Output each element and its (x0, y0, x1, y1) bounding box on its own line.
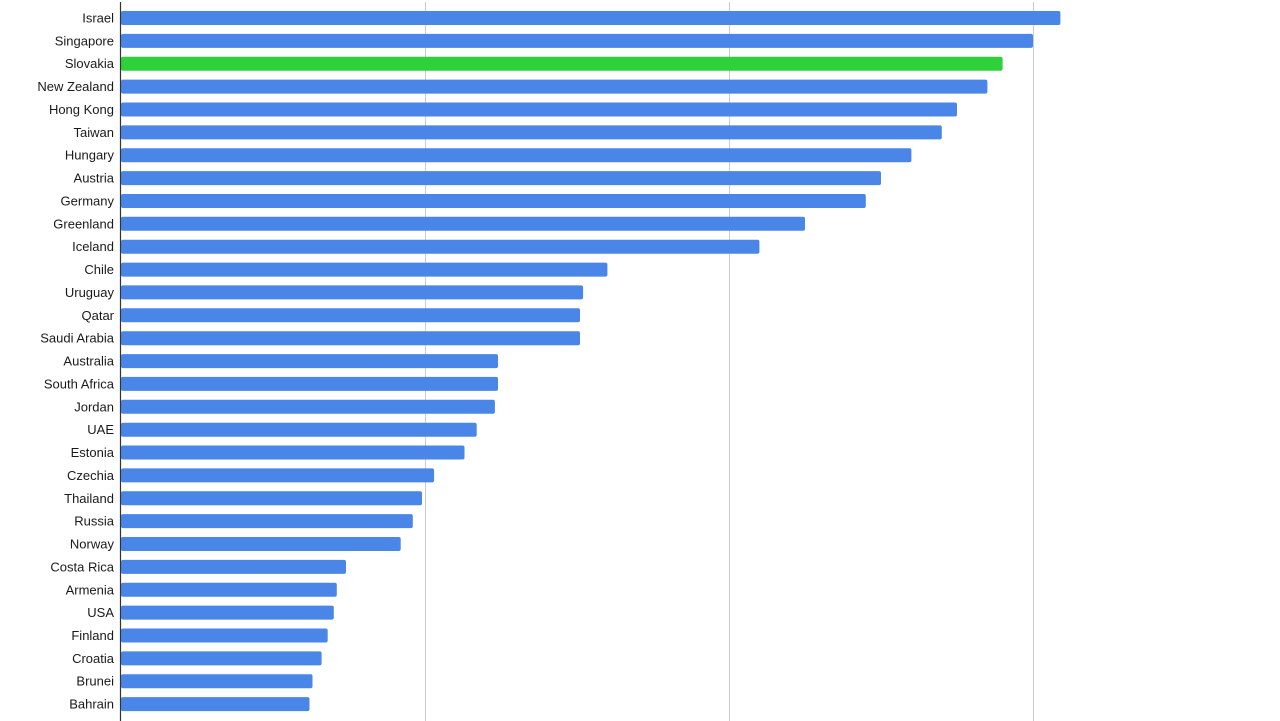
bar-uae (121, 422, 477, 437)
bar-czechia (121, 468, 435, 483)
category-label-norway: Norway (70, 537, 115, 552)
bar-australia (121, 354, 498, 369)
category-label-qatar: Qatar (81, 308, 114, 323)
bar-slovakia (121, 56, 1003, 71)
category-label-israel: Israel (82, 11, 114, 26)
bar-russia (121, 514, 413, 529)
category-label-russia: Russia (74, 514, 115, 529)
category-label-taiwan: Taiwan (74, 125, 114, 140)
category-label-brunei: Brunei (76, 674, 114, 689)
category-label-uae: UAE (87, 422, 114, 437)
category-label-iceland: Iceland (72, 239, 114, 254)
category-label-greenland: Greenland (53, 216, 114, 231)
bar-brunei (121, 674, 313, 689)
category-label-hong-kong: Hong Kong (49, 102, 114, 117)
bar-iceland (121, 239, 760, 254)
bar-finland (121, 628, 328, 643)
category-label-czechia: Czechia (67, 468, 115, 483)
category-label-singapore: Singapore (55, 33, 114, 48)
bar-jordan (121, 399, 495, 414)
bar-thailand (121, 491, 422, 506)
category-label-slovakia: Slovakia (65, 56, 115, 71)
bar-croatia (121, 651, 322, 666)
category-label-uruguay: Uruguay (65, 285, 115, 300)
category-label-thailand: Thailand (64, 491, 114, 506)
bar-qatar (121, 308, 580, 323)
bar-new-zealand (121, 79, 988, 94)
bar-hong-kong (121, 102, 957, 117)
category-label-saudi-arabia: Saudi Arabia (40, 331, 114, 346)
bar-uruguay (121, 285, 584, 300)
bar-estonia (121, 445, 465, 460)
bar-costa-rica (121, 559, 346, 574)
bar-bahrain (121, 697, 310, 712)
bar-usa (121, 605, 334, 620)
category-label-south-africa: South Africa (44, 376, 115, 391)
bar-singapore (121, 33, 1033, 48)
bar-israel (121, 11, 1061, 25)
category-label-bahrain: Bahrain (69, 697, 114, 712)
bar-austria (121, 171, 881, 186)
category-label-estonia: Estonia (71, 445, 115, 460)
category-label-hungary: Hungary (65, 148, 115, 163)
category-label-costa-rica: Costa Rica (50, 559, 114, 574)
category-label-new-zealand: New Zealand (37, 79, 114, 94)
bar-norway (121, 537, 401, 551)
category-label-croatia: Croatia (72, 651, 115, 666)
category-label-austria: Austria (74, 171, 115, 186)
category-label-chile: Chile (84, 262, 114, 277)
bar-saudi-arabia (121, 331, 580, 346)
bar-greenland (121, 216, 805, 231)
category-label-australia: Australia (63, 354, 114, 369)
category-label-usa: USA (87, 605, 114, 620)
bar-hungary (121, 148, 912, 163)
bar-taiwan (121, 125, 942, 140)
bar-chile (121, 262, 608, 277)
bar-armenia (121, 582, 337, 597)
category-label-jordan: Jordan (74, 399, 114, 414)
bar-south-africa (121, 376, 498, 391)
category-label-armenia: Armenia (66, 582, 115, 597)
bar-germany (121, 194, 866, 208)
category-label-germany: Germany (61, 194, 115, 209)
category-label-finland: Finland (71, 628, 114, 643)
